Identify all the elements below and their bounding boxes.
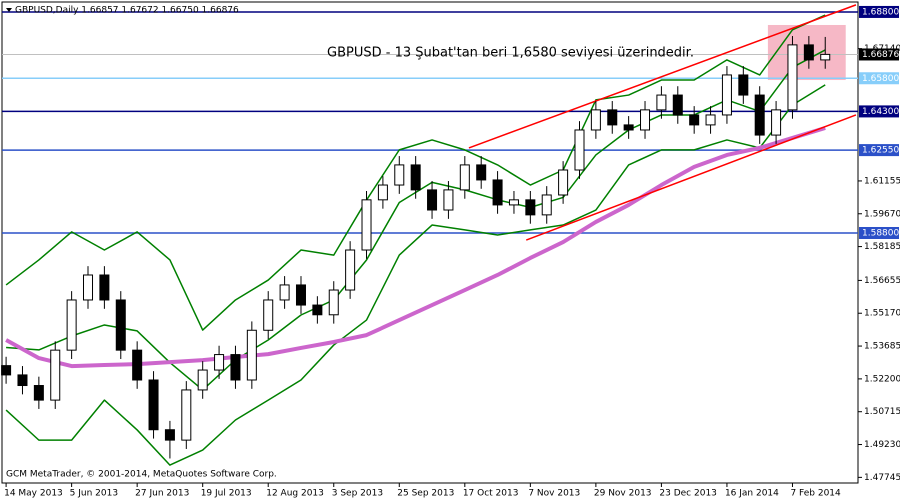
menu-arrow — [6, 8, 12, 12]
candle-body — [607, 109, 618, 126]
candle-body — [705, 114, 716, 126]
last-price-box — [859, 48, 899, 61]
candle-body — [656, 94, 667, 111]
y-tick-label: 1.56655 — [864, 276, 900, 286]
y-tick-label: 1.49230 — [864, 440, 900, 450]
level-label: 1.62550 — [862, 146, 899, 156]
candle-body — [197, 369, 208, 391]
candle-body — [410, 164, 421, 191]
x-tick-label: 3 Sep 2013 — [332, 489, 383, 499]
candle-body — [295, 284, 306, 306]
candle-body — [246, 329, 257, 381]
x-tick-label: 12 Aug 2013 — [266, 489, 324, 499]
candle-body — [476, 164, 487, 181]
last-price-label: 1.66876 — [862, 50, 899, 60]
x-tick-label: 27 Jun 2013 — [135, 489, 189, 499]
plot-frame — [1, 1, 859, 484]
candle-body — [738, 74, 749, 96]
x-tick-label: 7 Nov 2013 — [528, 489, 580, 499]
candle-body — [394, 164, 405, 186]
x-tick-label: 23 Dec 2013 — [659, 489, 717, 499]
candle-body — [164, 429, 175, 441]
level-label: 1.68800 — [862, 7, 899, 17]
candle-body — [312, 304, 323, 316]
level-label: 1.65800 — [862, 74, 899, 84]
candle-body — [541, 194, 552, 216]
level-label-box — [859, 105, 899, 118]
x-tick-label: 16 Jan 2014 — [725, 489, 779, 499]
level-label: 1.64300 — [862, 107, 899, 117]
candle-body — [214, 354, 225, 371]
level-label-box — [859, 72, 899, 85]
candle-body — [525, 199, 536, 216]
candle-body — [279, 284, 290, 301]
candle-body — [328, 289, 339, 316]
candle-body — [148, 379, 159, 431]
x-tick-label: 14 May 2013 — [4, 489, 63, 499]
x-tick-label: 7 Feb 2014 — [790, 489, 841, 499]
candle-body — [771, 109, 782, 136]
candle-body — [361, 199, 372, 251]
y-tick-label: 1.53685 — [864, 342, 900, 352]
x-tick-label: 25 Sep 2013 — [397, 489, 454, 499]
y-tick-label: 1.58185 — [864, 242, 900, 252]
y-tick-label: 1.47745 — [864, 473, 900, 483]
candle-body — [508, 199, 519, 206]
y-tick-label: 1.61155 — [864, 176, 900, 186]
candle-body — [803, 44, 814, 61]
candle-body — [115, 299, 126, 351]
trend-line — [468, 4, 857, 149]
y-tick-label: 1.55170 — [864, 309, 900, 319]
chart-title: GBPUSD,Daily 1.66857 1.67672 1.66750 1.6… — [15, 6, 239, 16]
y-tick-label: 1.50715 — [864, 407, 900, 417]
candle-body — [263, 299, 274, 331]
candle-body — [623, 124, 634, 131]
footer: GCM MetaTrader, © 2001-2014, MetaQuotes … — [6, 470, 277, 480]
y-tick-label: 1.59670 — [864, 209, 900, 219]
level-label-box — [859, 5, 899, 18]
candle-body — [754, 94, 765, 136]
candle-body — [66, 299, 77, 351]
x-tick-label: 5 Jun 2013 — [70, 489, 118, 499]
candle-body — [50, 349, 61, 401]
candle-body — [492, 179, 503, 206]
indicator-line — [5, 126, 826, 369]
level-label-box — [859, 226, 899, 239]
candle-body — [689, 114, 700, 126]
candle-body — [83, 274, 94, 301]
candle-body — [590, 109, 601, 131]
candle-body — [640, 109, 651, 131]
candle-body — [574, 129, 585, 171]
candle-body — [132, 349, 143, 381]
level-label-box — [859, 144, 899, 157]
candle-body — [345, 249, 356, 291]
candle-body — [443, 189, 454, 211]
candle-body — [33, 385, 44, 401]
candle-body — [459, 164, 470, 191]
candle-body — [721, 74, 732, 116]
annotation: GBPUSD - 13 Şubat'tan beri 1,6580 seviye… — [327, 46, 694, 61]
candle-body — [17, 374, 28, 387]
candle-body — [820, 53, 831, 61]
candle-body — [672, 94, 683, 116]
y-tick-label: 1.52200 — [864, 374, 900, 384]
indicator-line — [5, 84, 826, 466]
candle-body — [787, 44, 798, 111]
candle-body — [230, 354, 241, 381]
candle-body — [377, 184, 388, 201]
candle-body — [181, 389, 192, 441]
x-tick-label: 19 Jul 2013 — [201, 489, 252, 499]
candle-body — [558, 169, 569, 196]
candle-body — [427, 189, 438, 211]
candle-body — [1, 365, 12, 376]
level-label: 1.58800 — [862, 228, 899, 238]
x-tick-label: 29 Nov 2013 — [594, 489, 652, 499]
candle-body — [99, 274, 110, 301]
indicator-line — [5, 14, 826, 331]
trend-line — [525, 114, 857, 241]
x-tick-label: 17 Oct 2013 — [463, 489, 519, 499]
